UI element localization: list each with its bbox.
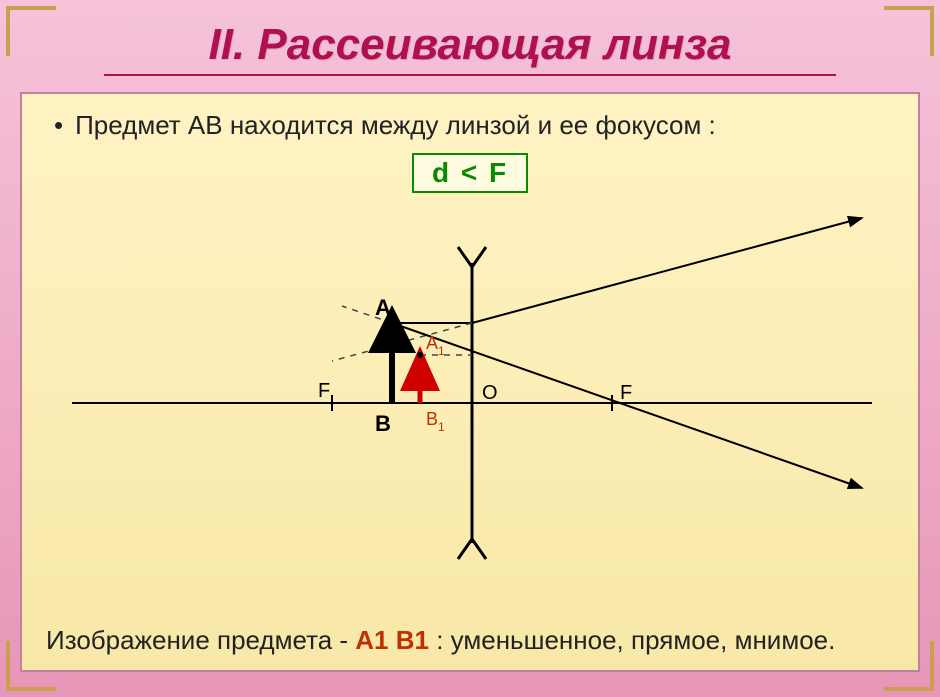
ray-refracted-1 [472,218,862,323]
subtitle-text: Предмет АВ находится между линзой и ее ф… [54,110,898,141]
caption-suffix: : уменьшенное, прямое, мнимое. [436,625,835,655]
optics-diagram: A B O F F A1 B1 [42,203,902,563]
label-B1: B1 [426,409,445,434]
caption-line: Изображение предмета - А1 В1 : уменьшенн… [46,625,894,656]
corner-decor [884,6,934,56]
slide-frame: II. Рассеивающая линза Предмет АВ находи… [0,0,940,697]
caption-image-label: А1 В1 [355,625,429,655]
image-tip-dot [417,352,423,358]
ray-backext-1 [332,323,472,361]
caption-prefix: Изображение предмета - [46,625,355,655]
ray-through-center [392,323,862,488]
label-B: B [375,411,391,436]
content-panel: Предмет АВ находится между линзой и ее ф… [20,92,920,672]
condition-box: d < F [412,153,528,193]
label-F-right: F [620,382,632,404]
label-A: A [375,295,391,320]
diagram-svg: A B O F F A1 B1 [42,203,902,563]
label-F-left: F [318,380,330,402]
label-O: O [482,382,498,404]
slide-title: II. Рассеивающая линза [104,20,837,76]
corner-decor [6,6,56,56]
